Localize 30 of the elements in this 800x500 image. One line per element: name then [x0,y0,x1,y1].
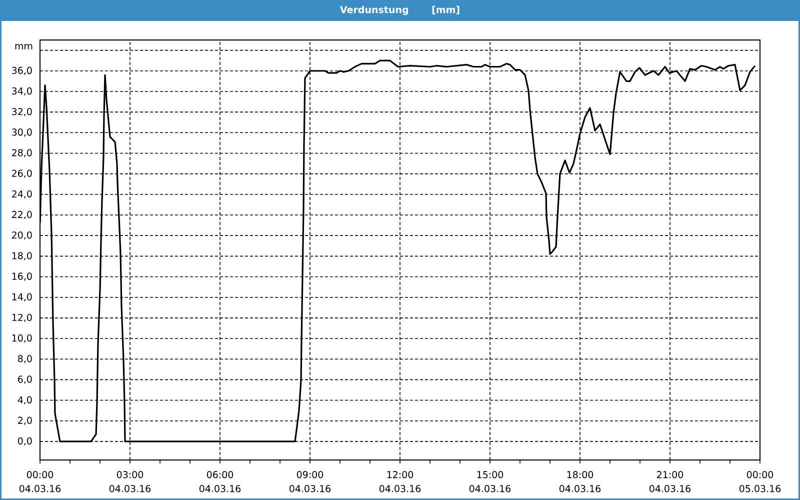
y-tick-label: 24,0 [12,190,32,198]
x-tick-label: 00:00 05.03.16 [739,471,781,492]
y-tick-label: 20,0 [12,231,32,240]
y-tick-label: 12,0 [12,314,32,322]
y-tick-label: 8,0 [18,355,32,364]
x-tick-label: 21:00 04.03.16 [649,471,691,492]
x-tick-label: 06:00 04.03.16 [199,471,241,492]
y-tick-label: 16,0 [12,272,32,281]
y-tick-label: 6,0 [18,376,32,384]
y-tick-label: 32,0 [12,108,32,116]
y-tick-label: 22,0 [12,210,32,220]
x-tick-label: 18:00 04.03.16 [559,471,601,492]
y-tick-label: 14,0 [12,293,32,302]
x-tick-label: 09:00 04.03.16 [289,471,331,492]
y-tick-label: 28,0 [12,149,32,158]
y-tick-label: 10,0 [12,334,32,343]
y-tick-label: 4,0 [18,396,32,404]
y-tick-label: 0,0 [18,437,32,446]
chart-title: Verdunstung [mm] [340,6,460,16]
x-tick-label: 15:00 04.03.16 [469,471,511,492]
x-tick-label: 00:00 04.03.16 [19,471,61,492]
y-tick-label: 26,0 [12,170,32,178]
x-tick-label: 03:00 04.03.16 [109,471,151,492]
y-axis-title: mm [15,44,32,50]
y-tick-label: 18,0 [12,252,32,260]
y-tick-label: 2,0 [18,416,32,425]
y-tick-label: 30,0 [12,128,32,137]
y-tick-label: 34,0 [12,87,32,96]
y-tick-label: 36,0 [12,66,32,75]
x-tick-label: 12:00 04.03.16 [379,471,421,492]
